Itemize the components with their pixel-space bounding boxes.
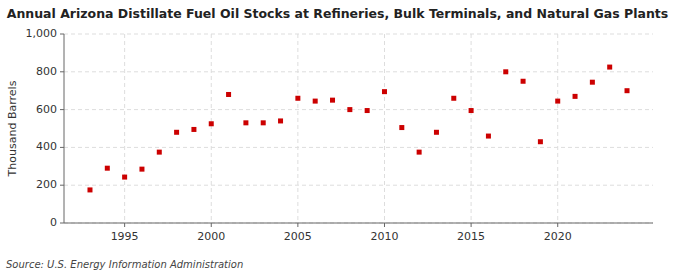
tick-label: 2005 — [284, 230, 312, 243]
point — [382, 89, 387, 94]
point — [226, 92, 231, 97]
point — [469, 108, 474, 113]
grid-line — [124, 34, 125, 223]
point — [295, 96, 300, 101]
tick — [60, 185, 64, 186]
tick — [60, 34, 64, 35]
tick — [60, 109, 64, 110]
point — [105, 166, 110, 171]
point — [607, 65, 612, 70]
point — [87, 187, 92, 192]
point — [486, 134, 491, 139]
y-axis-label: Thousand Barrels — [6, 80, 19, 177]
point — [157, 150, 162, 155]
point — [365, 108, 370, 113]
tick-label: 2010 — [370, 230, 398, 243]
point — [590, 80, 595, 85]
point — [139, 167, 144, 172]
point — [174, 130, 179, 135]
grid-line — [557, 34, 558, 223]
tick-label: 2000 — [197, 230, 225, 243]
tick-label: 400 — [36, 140, 57, 153]
chart: 0 200 400 600 800 1,000 1995 2000 2005 2010 2015 20… — [0, 0, 675, 275]
grid-line — [64, 185, 653, 186]
x-axis — [64, 223, 653, 224]
point — [347, 107, 352, 112]
grid-line — [297, 34, 298, 223]
point — [573, 94, 578, 99]
source: Source: U.S. Energy Information Administ… — [6, 259, 243, 270]
point — [555, 99, 560, 104]
point — [191, 127, 196, 132]
point — [278, 118, 283, 123]
title: Annual Arizona Distillate Fuel Oil Stock… — [7, 6, 669, 21]
point — [330, 98, 335, 103]
grid-line — [64, 71, 653, 72]
points — [87, 65, 629, 193]
point — [243, 120, 248, 125]
point — [209, 121, 214, 126]
tick-label: 0 — [50, 216, 57, 229]
point — [625, 88, 630, 93]
point — [417, 150, 422, 155]
grid-line — [64, 34, 653, 35]
point — [538, 139, 543, 144]
point — [399, 125, 404, 130]
tick — [471, 223, 472, 227]
grid — [64, 34, 653, 223]
point — [503, 69, 508, 74]
tick — [557, 223, 558, 227]
point — [313, 99, 318, 104]
grid-line — [64, 223, 653, 224]
point — [261, 120, 266, 125]
point — [122, 175, 127, 180]
grid-line — [471, 34, 472, 223]
y-axis — [64, 34, 65, 223]
tick — [211, 223, 212, 227]
point — [521, 79, 526, 84]
grid-line — [64, 147, 653, 148]
point — [434, 130, 439, 135]
tick — [60, 71, 64, 72]
tick — [60, 223, 64, 224]
grid-line — [384, 34, 385, 223]
tick-label: 200 — [36, 178, 57, 191]
point — [451, 96, 456, 101]
tick-label: 800 — [36, 65, 57, 78]
tick — [384, 223, 385, 227]
grid-line — [64, 109, 653, 110]
tick — [60, 147, 64, 148]
tick — [297, 223, 298, 227]
tick-label: 1,000 — [26, 27, 58, 40]
tick-label: 2020 — [544, 230, 572, 243]
tick-label: 600 — [36, 103, 57, 116]
grid-line — [211, 34, 212, 223]
tick — [124, 223, 125, 227]
tick-label: 1995 — [111, 230, 139, 243]
tick-label: 2015 — [457, 230, 485, 243]
axes: 0 200 400 600 800 1,000 1995 2000 2005 2010 2015 20… — [26, 27, 654, 243]
